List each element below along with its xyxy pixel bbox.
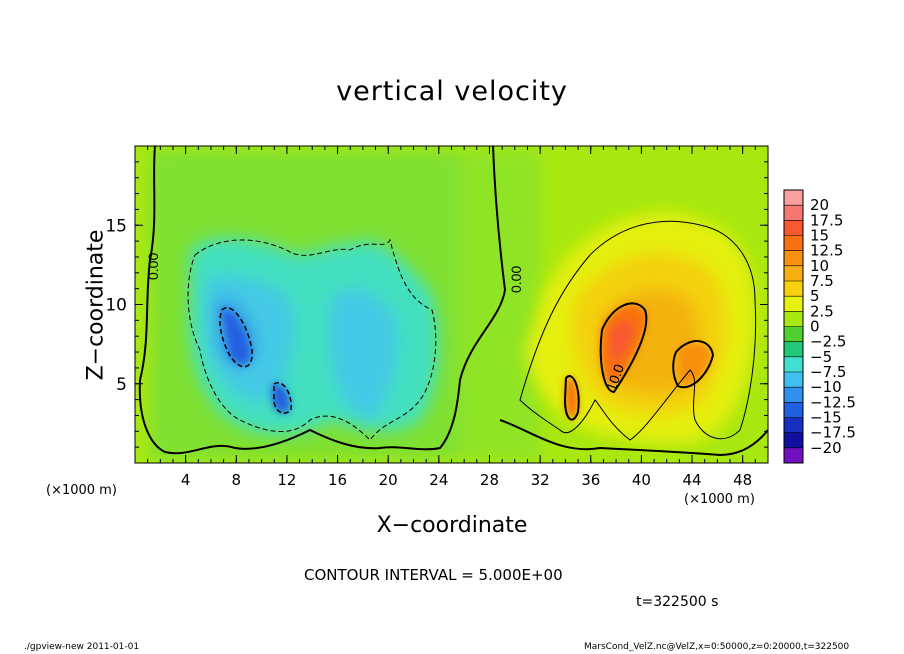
contour-plus5 (519, 220, 757, 441)
contour-plus10-b (563, 375, 580, 421)
colorbar-swatch (784, 402, 803, 418)
x-unit-label-right: (×1000 m) (684, 492, 755, 507)
colorbar-swatch (784, 235, 803, 252)
contour-label: 0.00 (508, 266, 524, 293)
x-tick-label: 4 (181, 471, 191, 489)
colorbar-label: 17.5 (810, 211, 843, 229)
contour-plus10-a (599, 302, 648, 394)
contour-minus5 (187, 238, 437, 441)
colorbar-label: −12.5 (810, 393, 856, 411)
time-stamp: t=322500 s (636, 594, 719, 610)
y-tick-label: 5 (116, 375, 127, 395)
x-tick-label: 32 (531, 471, 550, 489)
colorbar-swatch (784, 417, 803, 434)
x-axis: 4 8 12 16 20 24 28 32 36 40 44 48 (147, 146, 756, 489)
colorbar-label: 5 (810, 287, 820, 305)
colorbar-label: 7.5 (810, 272, 834, 290)
y-tick-label: 15 (105, 216, 127, 236)
contour-plus10-c (672, 340, 715, 389)
colorbar-label: 0 (810, 318, 820, 336)
colorbar-swatch (784, 387, 803, 403)
chart-title: vertical velocity (336, 76, 568, 107)
colorbar-label: −15 (810, 409, 842, 427)
x-tick-label: 12 (277, 471, 296, 489)
colorbar-swatch (784, 250, 803, 267)
x-tick-label: 20 (379, 471, 398, 489)
x-axis-label: X−coordinate (0, 513, 904, 538)
x-tick-label: 24 (429, 471, 448, 489)
velocity-field (135, 146, 768, 463)
colorbar-label: −7.5 (810, 363, 846, 381)
colorbar-label: 15 (810, 227, 829, 245)
x-unit-label-left: (×1000 m) (46, 483, 117, 498)
x-tick-label: 28 (480, 471, 499, 489)
colorbar-label: 12.5 (810, 242, 843, 260)
colorbar-label: −17.5 (810, 424, 856, 442)
colorbar-swatch (784, 220, 803, 236)
colorbar-label: −10 (810, 378, 842, 396)
y-axis-label: Z−coordinate (83, 229, 109, 381)
colorbar-swatch (784, 341, 803, 358)
contour-lines (138, 146, 768, 457)
colorbar-label: 2.5 (810, 302, 834, 320)
colorbar-swatch (784, 356, 803, 373)
colorbar-swatch (784, 326, 803, 343)
x-tick-label: 40 (632, 471, 651, 489)
field-downdraft (189, 237, 439, 435)
colorbar-label: −2.5 (810, 333, 846, 351)
footer-right: MarsCond_VelZ.nc@VelZ,x=0:50000,z=0:2000… (584, 642, 850, 652)
contour-label: 0.00 (145, 253, 161, 280)
x-tick-label: 16 (328, 471, 347, 489)
colorbar-swatch (784, 281, 803, 297)
colorbar-swatch (784, 190, 803, 206)
zero-contour-left (138, 146, 507, 455)
colorbar-swatch (784, 205, 803, 221)
colorbar-label: 10 (810, 257, 829, 275)
x-axis-label-text: X−coordinate (376, 513, 528, 538)
zero-contour-right (499, 419, 768, 457)
y-axis: 5 10 15 (105, 161, 768, 448)
colorbar: 2017.51512.5107.552.50−2.5−5−7.5−10−12.5… (783, 189, 856, 464)
x-tick-label: 44 (682, 471, 701, 489)
colorbar-swatch (784, 432, 803, 449)
field-strong-downdraft (222, 309, 291, 414)
field-strong-updraft (565, 304, 712, 419)
contour-minus10-a (219, 307, 253, 368)
y-tick-label: 10 (105, 296, 127, 316)
contour-interval-text: CONTOUR INTERVAL = 5.000E+00 (304, 566, 563, 584)
contour-minus10-b (273, 382, 292, 414)
colorbar-swatch (784, 296, 803, 312)
colorbar-label: −5 (810, 348, 832, 366)
colorbar-swatch (784, 447, 803, 464)
x-tick-label: 36 (581, 471, 600, 489)
colorbar-label: −20 (810, 439, 842, 457)
x-tick-label: 48 (733, 471, 752, 489)
footer-left: ./gpview-new 2011-01-01 (24, 642, 140, 652)
colorbar-swatch (784, 311, 803, 327)
colorbar-label: 20 (810, 196, 829, 214)
colorbar-swatch (784, 372, 803, 388)
x-tick-label: 8 (232, 471, 242, 489)
colorbar-swatch (784, 265, 803, 282)
